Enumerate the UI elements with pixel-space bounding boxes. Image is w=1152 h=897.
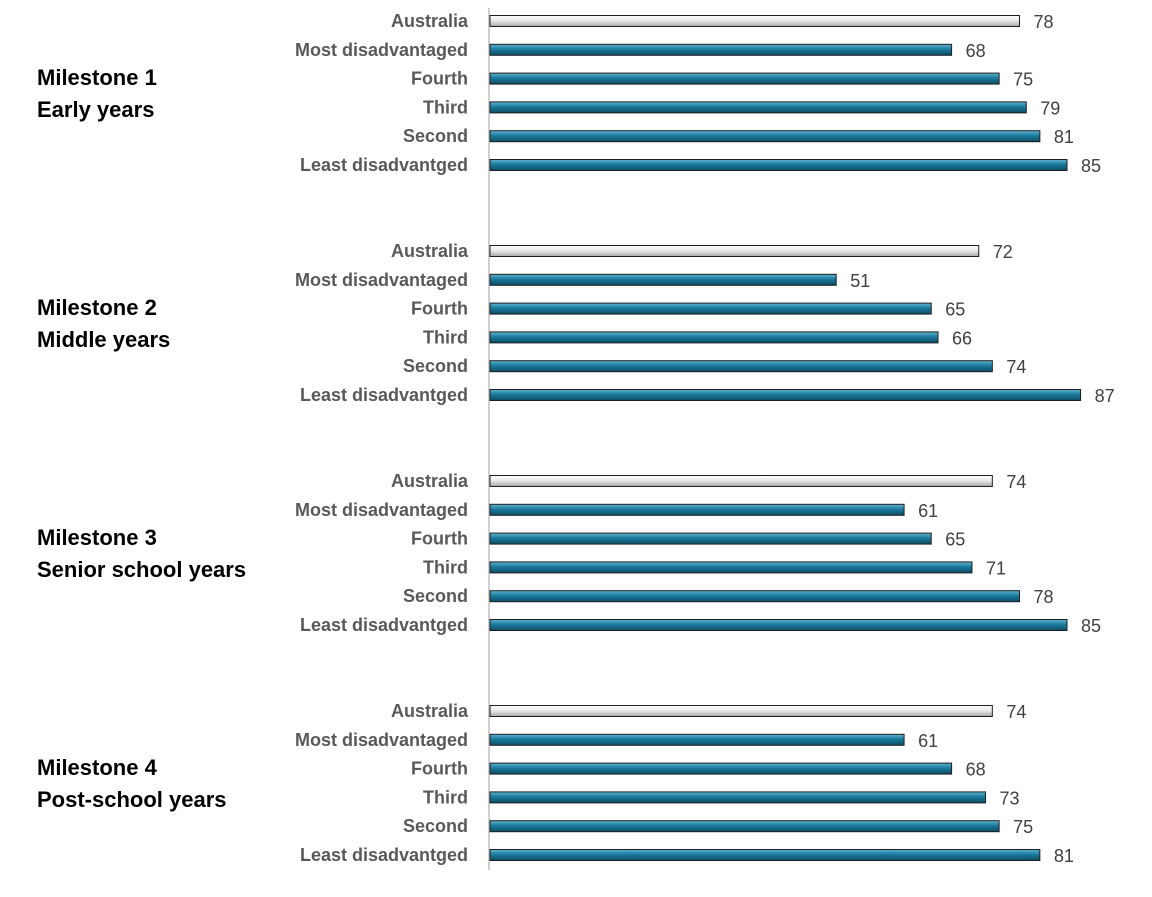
category-label: Most disadvantaged bbox=[295, 40, 468, 60]
category-label: Fourth bbox=[411, 69, 468, 89]
bar bbox=[489, 159, 1068, 171]
category-label: Most disadvantaged bbox=[295, 270, 468, 290]
value-label: 78 bbox=[1033, 587, 1053, 607]
category-label: Australia bbox=[391, 471, 469, 491]
bar bbox=[489, 619, 1068, 631]
value-label: 85 bbox=[1081, 156, 1101, 176]
bar bbox=[489, 590, 1020, 603]
category-label: Least disadvantged bbox=[300, 155, 468, 175]
bar-australia bbox=[489, 245, 980, 257]
value-label: 72 bbox=[993, 242, 1013, 262]
milestone-subtitle: Post-school years bbox=[37, 787, 227, 812]
milestone-subtitle: Early years bbox=[37, 97, 154, 122]
milestone-group: Milestone 4 Post-school years Australia 74 M… bbox=[37, 701, 1074, 866]
category-label: Third bbox=[423, 97, 468, 117]
category-label: Third bbox=[423, 557, 468, 577]
bar bbox=[489, 762, 953, 775]
value-label: 66 bbox=[952, 328, 972, 348]
category-label: Australia bbox=[391, 701, 469, 721]
bar bbox=[489, 561, 973, 574]
bar-australia bbox=[489, 475, 993, 487]
category-label: Most disadvantaged bbox=[295, 500, 468, 520]
value-label: 73 bbox=[1000, 788, 1020, 808]
category-label: Third bbox=[423, 327, 468, 347]
bar bbox=[489, 849, 1041, 861]
value-label: 74 bbox=[1006, 702, 1026, 722]
value-label: 51 bbox=[850, 271, 870, 291]
bar-australia bbox=[489, 15, 1020, 27]
bar bbox=[489, 302, 932, 315]
milestone-title: Milestone 2 bbox=[37, 295, 157, 320]
bar bbox=[489, 273, 837, 286]
value-label: 81 bbox=[1054, 127, 1074, 147]
value-label: 75 bbox=[1013, 70, 1033, 90]
value-label: 81 bbox=[1054, 846, 1074, 866]
milestone-subtitle: Middle years bbox=[37, 327, 170, 352]
value-label: 71 bbox=[986, 558, 1006, 578]
bar bbox=[489, 130, 1041, 143]
bar bbox=[489, 101, 1027, 114]
category-label: Second bbox=[403, 586, 468, 606]
value-label: 61 bbox=[918, 501, 938, 521]
bar bbox=[489, 791, 987, 804]
bar bbox=[489, 43, 953, 56]
category-label: Least disadvantged bbox=[300, 615, 468, 635]
category-label: Fourth bbox=[411, 759, 468, 779]
value-label: 68 bbox=[966, 41, 986, 61]
category-label: Least disadvantged bbox=[300, 845, 468, 865]
value-label: 74 bbox=[1006, 472, 1026, 492]
bar bbox=[489, 532, 932, 545]
milestone-title: Milestone 1 bbox=[37, 65, 157, 90]
category-label: Second bbox=[403, 356, 468, 376]
milestone-title: Milestone 4 bbox=[37, 755, 158, 780]
value-label: 79 bbox=[1040, 98, 1060, 118]
value-label: 78 bbox=[1033, 12, 1053, 32]
bar bbox=[489, 72, 1000, 85]
category-label: Fourth bbox=[411, 529, 468, 549]
value-label: 75 bbox=[1013, 817, 1033, 837]
category-label: Third bbox=[423, 787, 468, 807]
bar bbox=[489, 331, 939, 344]
bar-australia bbox=[489, 705, 993, 717]
category-label: Australia bbox=[391, 241, 469, 261]
bar bbox=[489, 360, 993, 373]
category-label: Fourth bbox=[411, 299, 468, 319]
bar bbox=[489, 389, 1082, 401]
category-label: Australia bbox=[391, 11, 469, 31]
bar bbox=[489, 503, 905, 516]
bar bbox=[489, 733, 905, 746]
value-label: 87 bbox=[1095, 386, 1115, 406]
value-label: 61 bbox=[918, 731, 938, 751]
category-label: Second bbox=[403, 816, 468, 836]
value-label: 85 bbox=[1081, 616, 1101, 636]
milestone-title: Milestone 3 bbox=[37, 525, 157, 550]
bar bbox=[489, 820, 1000, 833]
category-label: Most disadvantaged bbox=[295, 730, 468, 750]
milestone-group: Milestone 1 Early years Australia 78 Most di… bbox=[37, 11, 1101, 176]
milestone-group: Milestone 2 Middle years Australia 72 Most d… bbox=[37, 241, 1115, 406]
category-label: Second bbox=[403, 126, 468, 146]
value-label: 68 bbox=[966, 760, 986, 780]
milestone-subtitle: Senior school years bbox=[37, 557, 246, 582]
value-label: 65 bbox=[945, 300, 965, 320]
milestone-group: Milestone 3 Senior school years Australia 7… bbox=[37, 471, 1101, 636]
category-label: Least disadvantged bbox=[300, 385, 468, 405]
value-label: 74 bbox=[1006, 357, 1026, 377]
value-label: 65 bbox=[945, 530, 965, 550]
